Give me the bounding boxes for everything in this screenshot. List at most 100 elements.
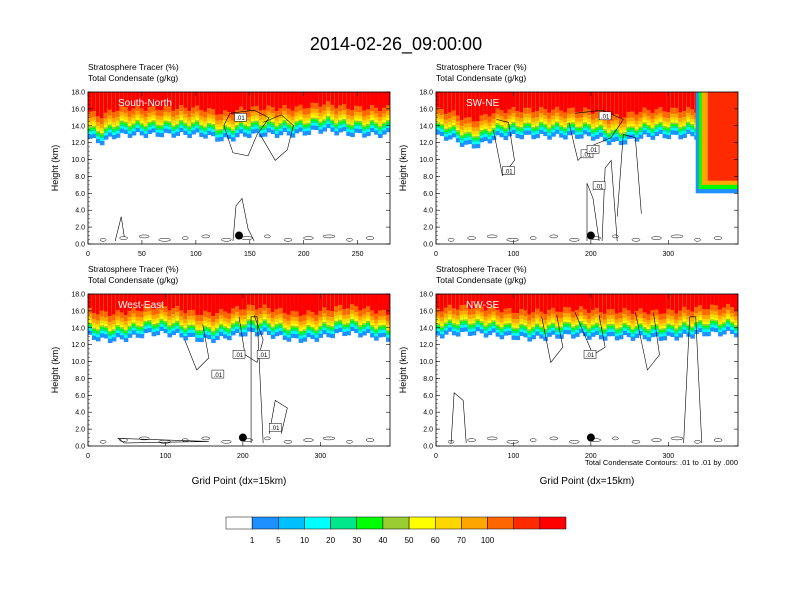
condensate-contour [574, 312, 606, 356]
y-tick-label: 12.0 [419, 140, 433, 147]
y-tick-label: 12.0 [71, 140, 85, 147]
y-tick-label: 14.0 [419, 325, 433, 332]
contour-label: .01 [268, 423, 282, 432]
y-tick-label: 16.0 [71, 106, 85, 113]
contour-footnote: Total Condensate Contours: .01 to .01 by… [585, 458, 738, 467]
condensate-contour [601, 159, 618, 241]
condensate-contour [259, 114, 294, 161]
condensate-contour [651, 438, 662, 442]
condensate-contour [569, 238, 580, 242]
y-tick-label: 8.0 [423, 376, 433, 383]
panel-name: West-East [118, 300, 164, 311]
y-tick-label: 4.0 [423, 410, 433, 417]
condensate-contour [221, 440, 232, 444]
y-tick-label: 16.0 [71, 308, 85, 315]
y-tick-label: 6.0 [423, 393, 433, 400]
panel-sw-ne: .01.01.01.01.010.02.04.06.08.010.012.014… [398, 62, 739, 258]
y-tick-label: 2.0 [423, 225, 433, 232]
x-tick-label: 150 [244, 251, 256, 258]
svg-text:.01: .01 [589, 148, 598, 154]
condensate-contour [670, 436, 684, 441]
condensate-contour [283, 440, 293, 444]
colorbar-swatch [408, 516, 436, 530]
svg-text:.01: .01 [236, 116, 245, 122]
condensate-contour [694, 440, 701, 444]
panel-title-line: Stratosphere Tracer (%) [436, 264, 527, 274]
condensate-contour [119, 438, 128, 442]
plot-area: .01.01.01.01.01 [436, 92, 738, 244]
colorbar-label: 30 [352, 536, 361, 545]
condensate-contour [549, 234, 559, 239]
colorbar-swatch [251, 516, 279, 530]
svg-text:.01: .01 [214, 373, 223, 379]
contour-label: .01 [586, 145, 600, 154]
y-tick-label: 14.0 [71, 123, 85, 130]
x-tick-label: 200 [585, 453, 597, 460]
condensate-contour [486, 436, 498, 441]
plot-area: .01 [88, 92, 390, 244]
panel-title-line: Stratosphere Tracer (%) [88, 264, 179, 274]
contour-label: .01 [583, 350, 597, 359]
colorbar-label: 5 [276, 536, 281, 545]
svg-text:.01: .01 [271, 426, 280, 432]
svg-text:.01: .01 [235, 353, 244, 359]
colorbar-swatch [356, 516, 384, 530]
y-tick-label: 8.0 [423, 174, 433, 181]
colorbar-swatch [382, 516, 410, 530]
x-tick-label: 0 [86, 251, 90, 258]
condensate-contour [322, 234, 336, 239]
colorbar-label: 50 [405, 536, 414, 545]
contour-label: .01 [211, 369, 225, 379]
condensate-contour [238, 315, 264, 363]
x-tick-label: 250 [352, 251, 364, 258]
condensate-contour [283, 238, 293, 242]
svg-text:.01: .01 [595, 185, 604, 191]
contour-label: .01 [232, 350, 246, 359]
condensate-contour [529, 236, 537, 240]
colorbar-swatch [278, 516, 305, 530]
condensate-contour [223, 109, 270, 157]
y-axis-label: Height (km) [398, 145, 408, 192]
condensate-contour [713, 438, 723, 442]
colorbar-label: 20 [326, 536, 335, 545]
y-tick-label: 14.0 [419, 123, 433, 130]
condensate-contour [670, 234, 684, 239]
condensate-contour [181, 438, 189, 442]
panel-title-line: Total Condensate (g/kg) [88, 73, 178, 83]
x-tick-label: 0 [86, 453, 90, 460]
colorbar-swatch [225, 516, 253, 530]
x-tick-label: 50 [138, 251, 146, 258]
colorbar: 1 5 10 20 30 40 50 60 70 100 [225, 516, 567, 545]
y-tick-label: 18.0 [419, 90, 433, 97]
y-tick-label: 0.0 [423, 444, 433, 451]
y-tick-label: 8.0 [75, 376, 85, 383]
x-tick-label: 300 [314, 453, 326, 460]
y-tick-label: 6.0 [75, 191, 85, 198]
colorbar-label: 100 [481, 536, 495, 545]
colorbar-swatch [487, 516, 514, 530]
contour-label: .01 [256, 350, 270, 359]
x-tick-label: 100 [508, 453, 520, 460]
y-axis-label: Height (km) [50, 145, 60, 192]
x-tick-label: 300 [662, 453, 674, 460]
y-tick-label: 18.0 [419, 292, 433, 299]
panels: .01 0.0 2.0 4.0 6.0 8.0 10.0 12.0 14.0 16.0 18.0 0 5… [50, 62, 739, 487]
y-tick-label: 10.0 [71, 157, 85, 164]
x-tick-label: 100 [508, 251, 520, 258]
y-tick-label: 10.0 [71, 359, 85, 366]
condensate-contour [268, 399, 288, 434]
x-tick-label: 200 [298, 251, 310, 258]
condensate-contour [181, 236, 189, 240]
y-tick-label: 0.0 [423, 242, 433, 249]
y-tick-label: 16.0 [419, 106, 433, 113]
condensate-contour [250, 316, 264, 443]
condensate-contour [158, 440, 171, 444]
condensate-contour [467, 236, 476, 240]
svg-text:.01: .01 [601, 115, 610, 121]
condensate-contour [201, 436, 211, 441]
condensate-contour [568, 109, 624, 161]
condensate-contour [450, 392, 467, 443]
y-tick-label: 12.0 [419, 342, 433, 349]
y-tick-label: 2.0 [75, 427, 85, 434]
y-tick-label: 0.0 [75, 242, 85, 249]
